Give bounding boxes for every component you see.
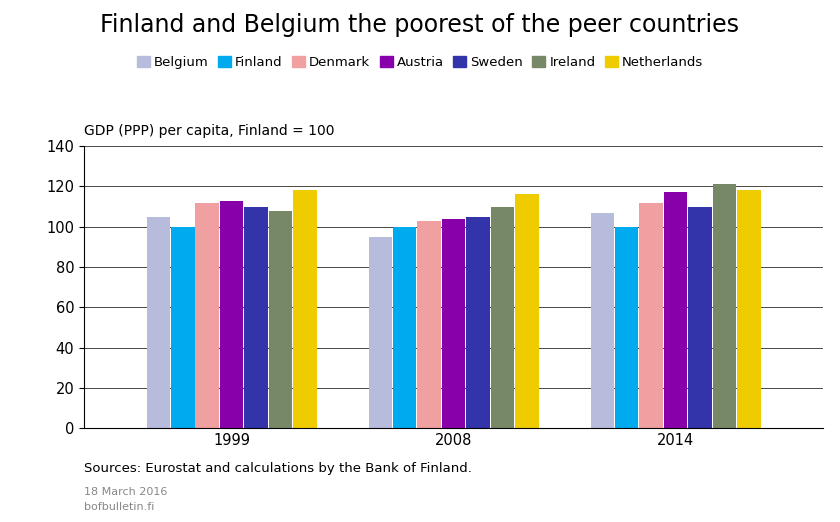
Bar [639, 203, 663, 428]
Bar [293, 191, 317, 428]
Bar [712, 184, 736, 428]
Bar [393, 227, 417, 428]
Bar [591, 212, 614, 428]
Text: GDP (PPP) per capita, Finland = 100: GDP (PPP) per capita, Finland = 100 [84, 124, 334, 138]
Bar [171, 227, 195, 428]
Legend: Belgium, Finland, Denmark, Austria, Sweden, Ireland, Netherlands: Belgium, Finland, Denmark, Austria, Swed… [132, 51, 708, 75]
Bar [615, 227, 638, 428]
Bar [196, 203, 219, 428]
Text: Sources: Eurostat and calculations by the Bank of Finland.: Sources: Eurostat and calculations by th… [84, 462, 472, 475]
Bar [442, 219, 465, 428]
Text: bofbulletin.fi: bofbulletin.fi [84, 502, 155, 512]
Bar [738, 191, 760, 428]
Bar [369, 237, 392, 428]
Bar [147, 217, 170, 428]
Text: 18 March 2016: 18 March 2016 [84, 487, 167, 496]
Bar [466, 217, 490, 428]
Bar [417, 221, 441, 428]
Bar [269, 210, 292, 428]
Bar [515, 195, 538, 428]
Bar [244, 207, 268, 428]
Bar [688, 207, 711, 428]
Bar [664, 193, 687, 428]
Bar [220, 200, 244, 428]
Bar [491, 207, 514, 428]
Text: Finland and Belgium the poorest of the peer countries: Finland and Belgium the poorest of the p… [101, 13, 739, 37]
